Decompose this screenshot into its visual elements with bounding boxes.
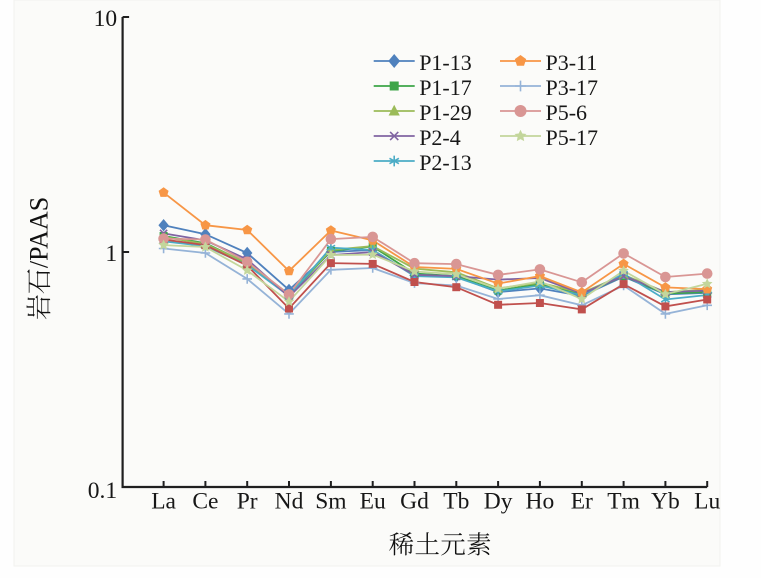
svg-text:La: La (151, 488, 176, 514)
svg-text:P2-4: P2-4 (419, 125, 461, 150)
svg-text:P1-13: P1-13 (419, 50, 472, 75)
svg-text:P1-17: P1-17 (419, 75, 472, 100)
svg-text:P3-11: P3-11 (546, 50, 598, 75)
svg-text:Dy: Dy (484, 488, 513, 514)
svg-text:0.1: 0.1 (88, 478, 117, 504)
svg-text:P5-17: P5-17 (546, 125, 599, 150)
svg-text:/PAAS: /PAAS (25, 197, 54, 268)
svg-text:P2-13: P2-13 (419, 150, 472, 175)
svg-text:Ce: Ce (192, 488, 218, 514)
svg-text:P1-29: P1-29 (419, 100, 472, 125)
svg-text:Lu: Lu (694, 488, 720, 514)
svg-text:Tm: Tm (607, 488, 640, 514)
svg-text:Eu: Eu (360, 488, 386, 514)
svg-text:1: 1 (105, 241, 117, 267)
svg-text:Ho: Ho (526, 488, 555, 514)
svg-text:P3-17: P3-17 (546, 75, 599, 100)
svg-text:10: 10 (94, 6, 118, 32)
svg-text:Sm: Sm (315, 488, 346, 514)
svg-text:Tb: Tb (443, 488, 469, 514)
svg-text:P5-6: P5-6 (546, 100, 588, 125)
svg-text:Nd: Nd (275, 488, 304, 514)
svg-text:Pr: Pr (237, 488, 258, 514)
svg-text:Yb: Yb (651, 488, 680, 514)
svg-text:Gd: Gd (400, 488, 429, 514)
svg-text:Er: Er (571, 488, 593, 514)
